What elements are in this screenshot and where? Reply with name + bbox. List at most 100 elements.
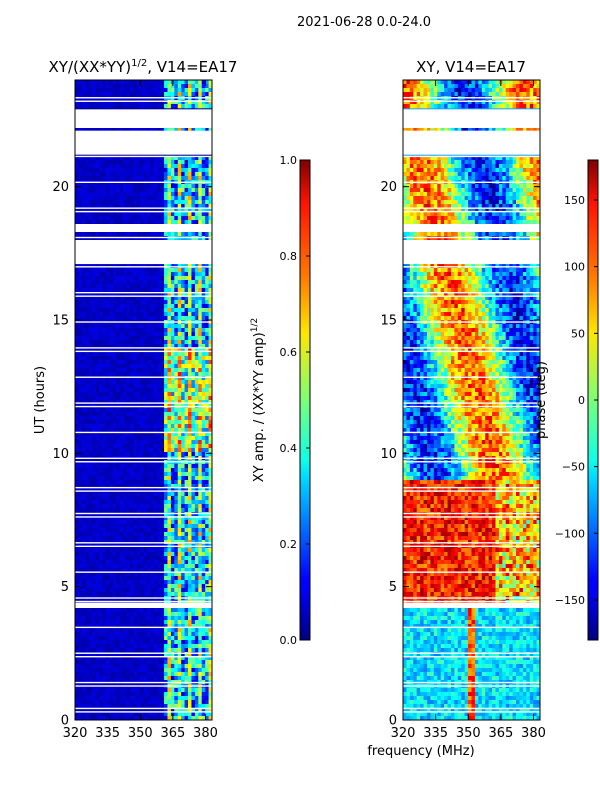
amplitude-cell bbox=[88, 616, 93, 621]
amplitude-cell bbox=[167, 568, 172, 573]
amplitude-cell bbox=[150, 348, 155, 353]
amplitude-cell bbox=[112, 536, 117, 541]
amplitude-cell bbox=[129, 196, 134, 201]
amplitude-cell bbox=[188, 508, 192, 513]
amplitude-cell bbox=[133, 232, 137, 237]
amplitude-cell bbox=[205, 564, 209, 569]
amplitude-cell bbox=[78, 376, 83, 381]
amplitude-cell bbox=[119, 564, 124, 569]
amplitude-cell bbox=[150, 524, 155, 529]
amplitude-cell bbox=[167, 400, 172, 405]
amplitude-cell bbox=[170, 268, 175, 273]
amplitude-cell bbox=[75, 292, 79, 297]
amplitude-cell bbox=[157, 620, 161, 625]
amplitude-cell bbox=[170, 376, 175, 381]
amplitude-cell bbox=[153, 568, 158, 573]
amplitude-cell bbox=[205, 516, 209, 521]
amplitude-cell bbox=[205, 368, 209, 373]
amplitude-cell bbox=[98, 388, 103, 393]
amplitude-cell bbox=[181, 628, 185, 633]
amplitude-cell bbox=[205, 592, 209, 597]
amplitude-cell bbox=[92, 480, 96, 485]
amplitude-cell bbox=[143, 212, 148, 217]
amplitude-cell bbox=[109, 188, 113, 193]
amplitude-cell bbox=[181, 524, 185, 529]
amplitude-cell bbox=[119, 380, 124, 385]
amplitude-cell bbox=[170, 420, 175, 425]
amplitude-cell bbox=[153, 508, 158, 513]
amplitude-cell bbox=[85, 616, 89, 621]
amplitude-cell bbox=[160, 344, 165, 349]
amplitude-cell bbox=[198, 304, 203, 309]
amplitude-cell bbox=[75, 468, 79, 473]
amplitude-cell bbox=[105, 484, 110, 489]
amplitude-cell bbox=[177, 524, 182, 529]
amplitude-cell bbox=[102, 308, 107, 313]
amplitude-cell bbox=[194, 564, 199, 569]
amplitude-cell bbox=[188, 184, 192, 189]
amplitude-cell bbox=[109, 192, 113, 197]
amplitude-cell bbox=[205, 204, 209, 209]
amplitude-cell bbox=[136, 88, 141, 93]
amplitude-cell bbox=[205, 168, 209, 173]
amplitude-cell bbox=[105, 576, 110, 581]
amplitude-cell bbox=[129, 652, 134, 657]
amplitude-cell bbox=[126, 432, 131, 437]
amplitude-cell bbox=[129, 372, 134, 377]
amplitude-cell bbox=[81, 308, 86, 313]
amplitude-cell bbox=[208, 328, 212, 333]
amplitude-cell bbox=[133, 480, 137, 485]
amplitude-cell bbox=[136, 612, 141, 617]
amplitude-cell bbox=[133, 344, 137, 349]
amplitude-cell bbox=[85, 160, 89, 165]
amplitude-cell bbox=[102, 88, 107, 93]
amplitude-cell bbox=[129, 640, 134, 645]
amplitude-cell bbox=[133, 360, 137, 365]
amplitude-cell bbox=[160, 636, 165, 641]
amplitude-cell bbox=[136, 164, 141, 169]
amplitude-cell bbox=[112, 200, 117, 205]
amplitude-cell bbox=[184, 200, 189, 205]
amplitude-cell bbox=[98, 360, 103, 365]
amplitude-cell bbox=[75, 276, 79, 281]
amplitude-cell bbox=[102, 156, 107, 161]
amplitude-cell bbox=[174, 384, 179, 389]
amplitude-cell bbox=[119, 200, 124, 205]
amplitude-cell bbox=[85, 476, 89, 481]
amplitude-cell bbox=[167, 440, 172, 445]
amplitude-cell bbox=[102, 368, 107, 373]
amplitude-cell bbox=[116, 368, 120, 373]
amplitude-cell bbox=[119, 644, 124, 649]
amplitude-cell bbox=[98, 568, 103, 573]
amplitude-cell bbox=[177, 584, 182, 589]
amplitude-cell bbox=[85, 500, 89, 505]
amplitude-cell bbox=[92, 576, 96, 581]
amplitude-cell bbox=[164, 284, 168, 289]
amplitude-cell bbox=[122, 640, 127, 645]
amplitude-cell bbox=[177, 336, 182, 341]
amplitude-cell bbox=[181, 84, 185, 89]
amplitude-cell bbox=[181, 416, 185, 421]
amplitude-cell bbox=[116, 92, 120, 97]
amplitude-cell bbox=[191, 296, 196, 301]
amplitude-cell bbox=[143, 616, 148, 621]
amplitude-cell bbox=[105, 548, 110, 553]
amplitude-cell bbox=[85, 580, 89, 585]
amplitude-cell bbox=[157, 104, 161, 109]
amplitude-cell bbox=[170, 208, 175, 213]
amplitude-cell bbox=[153, 376, 158, 381]
amplitude-cell bbox=[126, 648, 131, 653]
amplitude-cell bbox=[160, 496, 165, 501]
amplitude-cell bbox=[143, 400, 148, 405]
amplitude-cell bbox=[170, 412, 175, 417]
amplitude-cell bbox=[146, 280, 151, 285]
amplitude-cell bbox=[133, 176, 137, 181]
amplitude-cell bbox=[133, 492, 137, 497]
amplitude-cell bbox=[102, 340, 107, 345]
amplitude-cell bbox=[170, 492, 175, 497]
amplitude-cell bbox=[150, 472, 155, 477]
amplitude-cell bbox=[88, 552, 93, 557]
amplitude-cell bbox=[102, 416, 107, 421]
amplitude-cell bbox=[181, 220, 185, 225]
amplitude-cell bbox=[75, 172, 79, 177]
